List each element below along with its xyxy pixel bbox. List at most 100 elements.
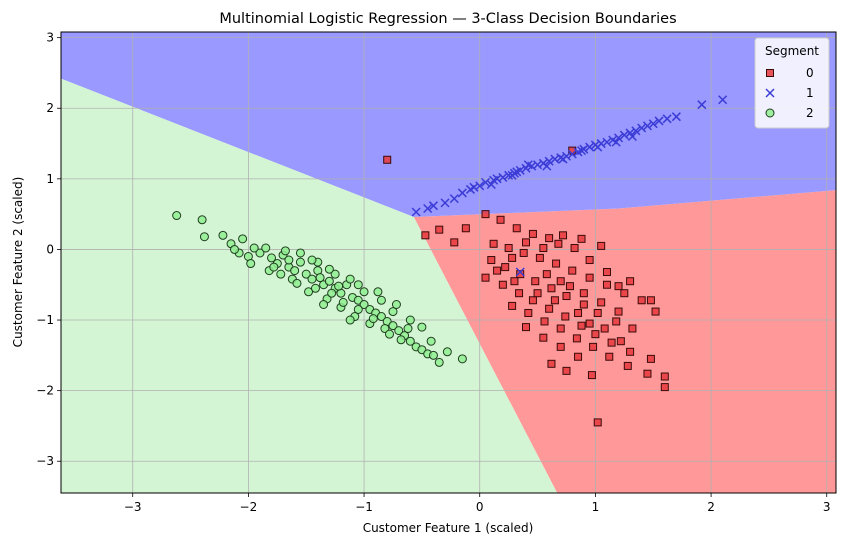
legend-marker-class-2	[765, 108, 775, 118]
data-point-class-0	[626, 277, 635, 286]
plot-frame	[60, 31, 837, 494]
y-tick-label: 2	[46, 101, 54, 115]
data-point-class-1	[718, 95, 728, 105]
chart-title: Multinomial Logistic Regression — 3-Clas…	[219, 11, 676, 27]
legend-title: Segment	[765, 44, 819, 58]
y-tick-label: 0	[46, 242, 54, 256]
data-point-class-1	[469, 182, 479, 192]
data-point-class-0	[614, 307, 623, 316]
data-point-class-0	[574, 308, 583, 317]
data-point-class-0	[539, 333, 548, 342]
data-point-class-0	[481, 210, 490, 219]
data-point-class-2	[280, 246, 290, 256]
data-point-class-2	[327, 288, 337, 298]
data-point-class-1	[457, 188, 467, 198]
data-point-class-1	[411, 207, 421, 217]
data-point-class-2	[255, 248, 265, 258]
data-point-class-2	[218, 230, 228, 240]
data-point-class-1	[498, 172, 508, 182]
data-point-class-2	[359, 287, 369, 297]
y-tick-label: 3	[46, 31, 54, 45]
x-tick-label: 2	[707, 500, 715, 514]
data-point-class-0	[461, 224, 470, 233]
data-point-class-0	[646, 354, 655, 363]
data-point-class-0	[556, 324, 565, 333]
data-point-class-0	[554, 239, 563, 248]
data-point-class-1	[662, 114, 672, 124]
data-point-class-2	[284, 255, 294, 265]
data-point-class-2	[304, 287, 314, 297]
data-point-class-0	[533, 289, 542, 298]
data-point-class-0	[510, 277, 519, 286]
data-point-class-2	[434, 357, 444, 367]
data-point-class-0	[577, 234, 586, 243]
data-point-class-0	[585, 256, 594, 265]
data-point-class-0	[481, 273, 490, 282]
data-point-class-0	[614, 282, 623, 291]
data-point-class-0	[545, 304, 554, 313]
plot-area	[61, 32, 836, 493]
data-point-class-2	[385, 329, 395, 339]
data-point-class-2	[199, 232, 209, 242]
data-point-class-0	[597, 241, 606, 250]
data-point-class-0	[660, 372, 669, 381]
data-point-class-1	[697, 100, 707, 110]
data-point-class-1	[627, 131, 637, 142]
data-point-class-0	[522, 238, 530, 247]
data-point-class-0	[435, 225, 444, 234]
data-point-class-2	[295, 257, 305, 267]
legend: Segment 0 1 2	[754, 37, 830, 129]
y-tick-label: −3	[36, 454, 54, 468]
data-point-class-0	[651, 307, 660, 316]
data-point-class-2	[290, 266, 300, 276]
data-point-class-2	[376, 295, 386, 305]
data-point-class-0	[597, 298, 606, 307]
data-point-class-0	[570, 244, 579, 253]
data-point-class-1	[515, 267, 525, 277]
data-point-class-2	[301, 269, 311, 279]
data-point-class-1	[504, 170, 514, 180]
data-point-class-2	[403, 324, 413, 334]
data-point-class-2	[310, 283, 320, 293]
data-point-class-1	[642, 121, 652, 131]
data-point-class-0	[540, 317, 549, 326]
data-point-class-1	[512, 167, 522, 177]
data-point-class-2	[428, 350, 438, 360]
series-class-1	[411, 95, 728, 277]
data-point-class-0	[515, 289, 524, 298]
data-points	[172, 95, 728, 427]
data-point-class-0	[542, 270, 551, 279]
data-point-class-0	[572, 334, 581, 343]
data-point-class-0	[545, 234, 554, 243]
y-tick-label: −2	[36, 384, 54, 398]
data-point-class-2	[238, 234, 248, 244]
data-point-class-0	[579, 289, 588, 298]
data-point-class-2	[442, 347, 452, 357]
legend-box	[754, 37, 830, 129]
legend-label-class-0: 0	[806, 66, 814, 80]
data-point-class-0	[585, 319, 594, 328]
data-point-class-0	[579, 300, 588, 309]
data-point-class-2	[376, 312, 386, 322]
data-point-class-2	[457, 354, 467, 364]
data-point-class-2	[324, 264, 334, 274]
data-point-class-2	[307, 255, 317, 265]
x-tick-label: 1	[592, 500, 600, 514]
data-point-class-1	[611, 137, 621, 147]
data-point-class-0	[489, 239, 498, 248]
data-point-class-0	[528, 296, 537, 305]
data-point-class-0	[556, 342, 565, 351]
data-point-class-2	[246, 259, 256, 269]
data-point-class-0	[562, 292, 571, 301]
legend-marker-class-1	[765, 88, 775, 98]
data-point-class-0	[550, 296, 559, 305]
data-point-class-2	[405, 315, 415, 325]
series-class-2	[172, 211, 467, 367]
data-point-class-0	[574, 352, 583, 361]
data-point-class-0	[547, 359, 556, 368]
data-point-class-0	[501, 263, 510, 272]
data-point-class-1	[637, 123, 647, 133]
data-point-class-1	[631, 126, 641, 136]
data-point-class-2	[269, 262, 279, 272]
data-point-class-2	[391, 300, 401, 310]
